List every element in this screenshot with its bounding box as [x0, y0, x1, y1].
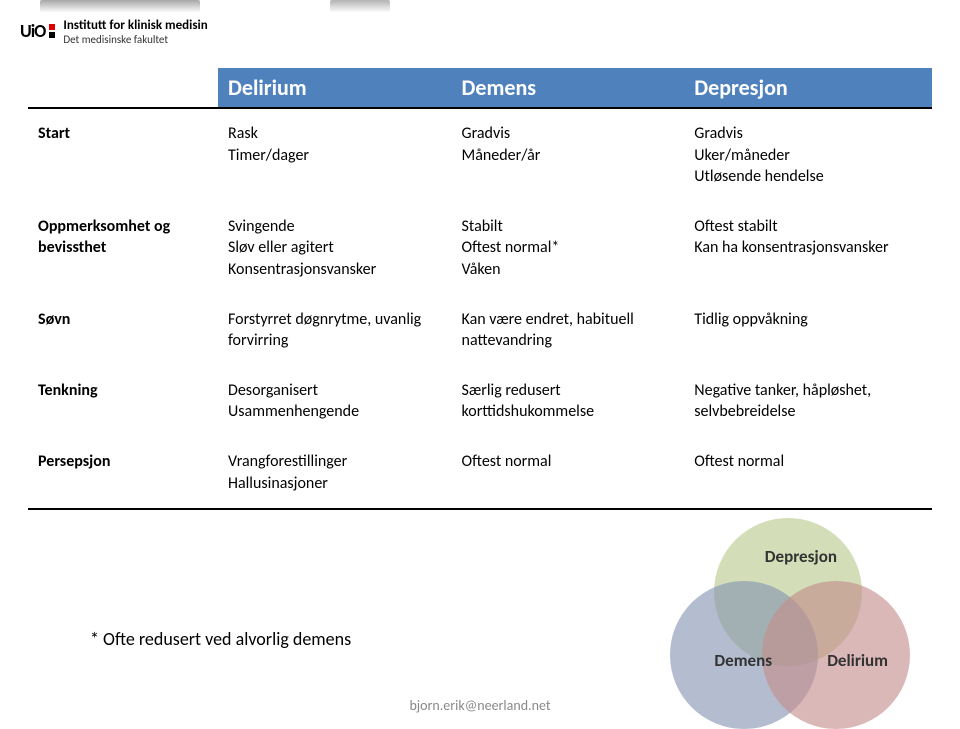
row-label: Oppmerksomhet og bevissthet [28, 202, 218, 295]
table-header-cell: Demens [452, 68, 685, 108]
row-label: Start [28, 108, 218, 202]
row-label: Tenkning [28, 366, 218, 437]
venn-label-demens: Demens [714, 650, 772, 671]
venn-label-depresjon: Depresjon [765, 546, 837, 567]
uio-logo-text: UiO [20, 20, 45, 42]
table-header-cell: Depresjon [684, 68, 932, 108]
comparison-table: Delirium Demens Depresjon StartRaskTimer… [28, 68, 932, 510]
table-row: StartRaskTimer/dagerGradvisMåneder/årGra… [28, 108, 932, 202]
table-cell: RaskTimer/dager [218, 108, 452, 202]
table-row: Oppmerksomhet og bevissthetSvingendeSløv… [28, 202, 932, 295]
table-cell: Oftest normal [452, 437, 685, 509]
table-cell: VrangforestillingerHallusinasjoner [218, 437, 452, 509]
uio-logo-dots [49, 24, 55, 38]
table-cell: Særlig redusert korttidshukommelse [452, 366, 685, 437]
footer-email: bjorn.erik@neerland.net [0, 697, 960, 714]
table-row: SøvnForstyrret døgnrytme, uvanlig forvir… [28, 295, 932, 366]
table-row: TenkningDesorganisertUsammenhengendeSærl… [28, 366, 932, 437]
table-cell: SvingendeSløv eller agitertKonsentrasjon… [218, 202, 452, 295]
table-cell: Oftest stabiltKan ha konsentrasjonsvansk… [684, 202, 932, 295]
table-cell: StabiltOftest normal*Våken [452, 202, 685, 295]
decorative-shadow [40, 0, 200, 12]
table-cell: Kan være endret, habituell nattevandring [452, 295, 685, 366]
table-cell: GradvisMåneder/år [452, 108, 685, 202]
row-label: Søvn [28, 295, 218, 366]
venn-label-delirium: Delirium [827, 650, 888, 671]
table-header-cell [28, 68, 218, 108]
institute-name: Institutt for klinisk medisin [63, 18, 207, 33]
venn-diagram: Depresjon Demens Delirium [672, 516, 932, 716]
institution-header: UiO Institutt for klinisk medisin Det me… [20, 18, 932, 46]
table-header-cell: Delirium [218, 68, 452, 108]
table-cell: Negative tanker, håpløshet, selvbebreide… [684, 366, 932, 437]
table-cell: Tidlig oppvåkning [684, 295, 932, 366]
table-header-row: Delirium Demens Depresjon [28, 68, 932, 108]
table-row: PersepsjonVrangforestillingerHallusinasj… [28, 437, 932, 509]
decorative-shadow [330, 0, 390, 12]
footnote: * Ofte redusert ved alvorlig demens [90, 628, 351, 650]
table-cell: Forstyrret døgnrytme, uvanlig forvirring [218, 295, 452, 366]
slide: UiO Institutt for klinisk medisin Det me… [0, 0, 960, 720]
table-cell: DesorganisertUsammenhengende [218, 366, 452, 437]
table-cell: GradvisUker/månederUtløsende hendelse [684, 108, 932, 202]
table-cell: Oftest normal [684, 437, 932, 509]
row-label: Persepsjon [28, 437, 218, 509]
faculty-name: Det medisinske fakultet [63, 33, 207, 46]
